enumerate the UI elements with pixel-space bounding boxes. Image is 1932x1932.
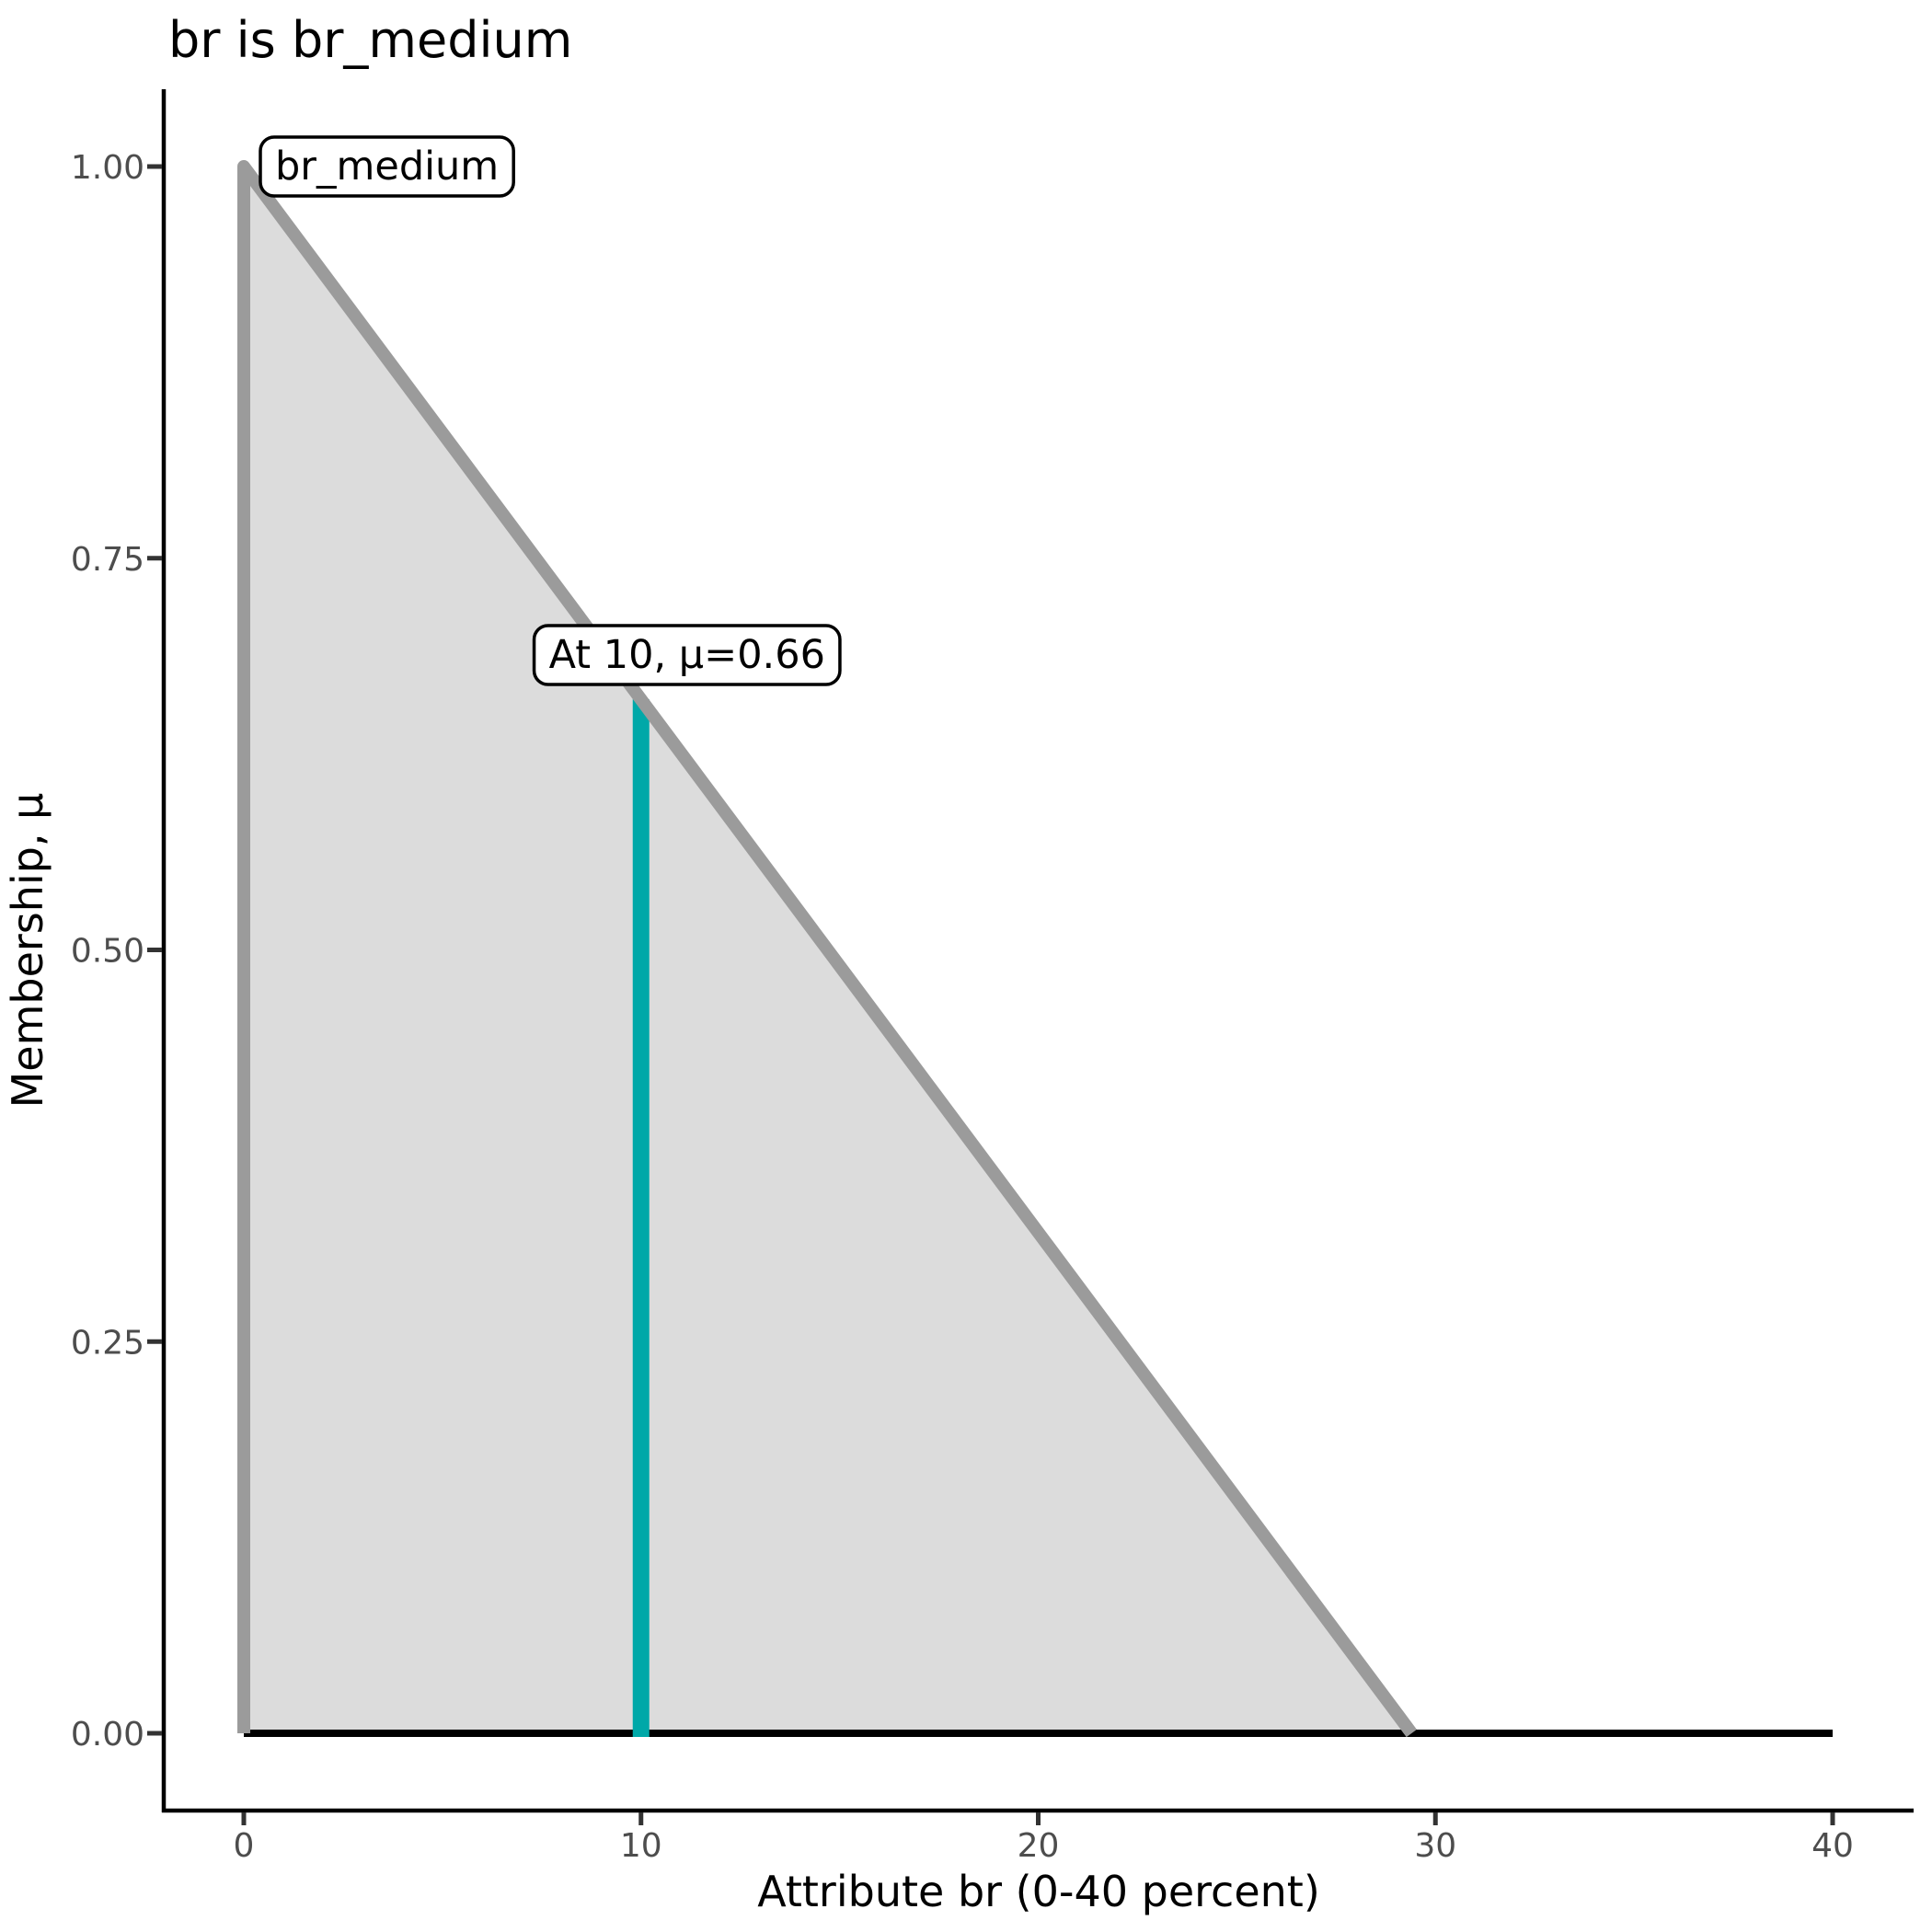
x-axis-title: Attribute br (0-40 percent): [757, 1867, 1320, 1916]
y-tick-label: 0.50: [71, 933, 144, 971]
y-tick-label: 0.00: [71, 1716, 144, 1754]
membership-outline: [237, 160, 1417, 1738]
y-tick-label: 1.00: [71, 149, 144, 187]
axes-layer: 0 10 20 30 40 0.00 0.25 0.50 0.75 1.00: [71, 89, 1914, 1865]
y-tick-label: 0.25: [71, 1324, 144, 1362]
annotations-layer: br_medium At 10, μ=0.66: [259, 135, 842, 686]
x-tick-label: 40: [1811, 1827, 1854, 1865]
annotation-label-box: [259, 135, 515, 198]
annotation-label-text: br_medium: [275, 144, 499, 190]
y-axis-title: Membership, μ: [3, 793, 52, 1109]
x-tick-label: 10: [620, 1827, 662, 1865]
x-tick-label: 0: [234, 1827, 255, 1865]
x-tick-label: 20: [1018, 1827, 1060, 1865]
annotation-label-box: [532, 624, 842, 686]
membership-outline-layer: [237, 160, 1417, 1738]
annotation-label-text: At 10, μ=0.66: [549, 632, 825, 678]
x-tick-label: 30: [1414, 1827, 1456, 1865]
y-tick-label: 0.75: [71, 541, 144, 579]
plot-title: br is br_medium: [168, 11, 572, 69]
